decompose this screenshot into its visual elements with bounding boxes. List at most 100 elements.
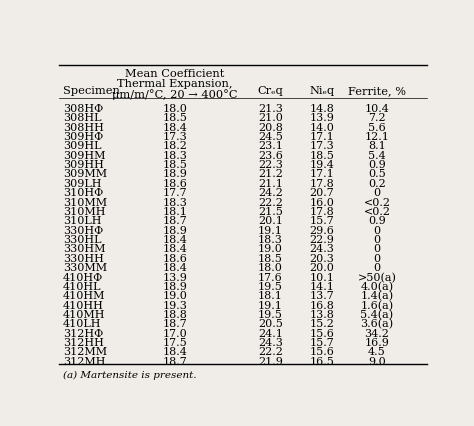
Text: 34.2: 34.2 (365, 328, 390, 338)
Text: 18.9: 18.9 (163, 169, 187, 179)
Text: 17.5: 17.5 (163, 337, 187, 347)
Text: 19.3: 19.3 (163, 300, 187, 310)
Text: 0.5: 0.5 (368, 169, 386, 179)
Text: 18.6: 18.6 (163, 178, 187, 188)
Text: 24.5: 24.5 (258, 132, 283, 141)
Text: 8.1: 8.1 (368, 141, 386, 151)
Text: 309HH: 309HH (63, 160, 104, 170)
Text: 310MH: 310MH (63, 207, 105, 216)
Text: 5.4: 5.4 (368, 150, 386, 160)
Text: Specimen: Specimen (63, 86, 120, 95)
Text: 18.3: 18.3 (258, 234, 283, 245)
Text: 410HM: 410HM (63, 291, 105, 301)
Text: 330HH: 330HH (63, 253, 104, 263)
Text: 19.5: 19.5 (258, 281, 283, 291)
Text: 23.1: 23.1 (258, 141, 283, 151)
Text: 18.4: 18.4 (163, 347, 187, 357)
Text: 15.2: 15.2 (310, 319, 334, 328)
Text: 19.1: 19.1 (258, 300, 283, 310)
Text: 16.5: 16.5 (310, 356, 334, 366)
Text: 410HΦ: 410HΦ (63, 272, 103, 282)
Text: 312MH: 312MH (63, 356, 105, 366)
Text: 309HM: 309HM (63, 150, 105, 160)
Text: 410HL: 410HL (63, 281, 101, 291)
Text: 17.8: 17.8 (310, 207, 334, 216)
Text: 24.1: 24.1 (258, 328, 283, 338)
Text: 17.0: 17.0 (163, 328, 187, 338)
Text: 18.9: 18.9 (163, 225, 187, 235)
Text: 19.0: 19.0 (163, 291, 187, 301)
Text: 5.6: 5.6 (368, 122, 386, 132)
Text: Ferrite, %: Ferrite, % (348, 86, 406, 95)
Text: 21.9: 21.9 (258, 356, 283, 366)
Text: 29.6: 29.6 (310, 225, 334, 235)
Text: 13.9: 13.9 (310, 113, 334, 123)
Text: 18.3: 18.3 (163, 197, 187, 207)
Text: 22.3: 22.3 (258, 160, 283, 170)
Text: 330HΦ: 330HΦ (63, 225, 103, 235)
Text: 330MM: 330MM (63, 262, 107, 273)
Text: 21.1: 21.1 (258, 178, 283, 188)
Text: 14.0: 14.0 (310, 122, 334, 132)
Text: Thermal Expansion,: Thermal Expansion, (117, 79, 233, 89)
Text: 18.7: 18.7 (163, 216, 187, 226)
Text: 18.4: 18.4 (163, 234, 187, 245)
Text: 24.2: 24.2 (258, 188, 283, 198)
Text: 18.5: 18.5 (258, 253, 283, 263)
Text: 18.4: 18.4 (163, 262, 187, 273)
Text: 18.5: 18.5 (310, 150, 334, 160)
Text: 18.1: 18.1 (258, 291, 283, 301)
Text: 410LH: 410LH (63, 319, 101, 328)
Text: 20.0: 20.0 (310, 262, 334, 273)
Text: 19.0: 19.0 (258, 244, 283, 254)
Text: μm/m/°C, 20 → 400°C: μm/m/°C, 20 → 400°C (112, 89, 238, 100)
Text: 18.7: 18.7 (163, 356, 187, 366)
Text: 22.2: 22.2 (258, 197, 283, 207)
Text: 20.1: 20.1 (258, 216, 283, 226)
Text: 20.8: 20.8 (258, 122, 283, 132)
Text: 19.4: 19.4 (310, 160, 334, 170)
Text: 310LH: 310LH (63, 216, 101, 226)
Text: 20.5: 20.5 (258, 319, 283, 328)
Text: 15.6: 15.6 (310, 347, 334, 357)
Text: 18.6: 18.6 (163, 253, 187, 263)
Text: 308HH: 308HH (63, 122, 104, 132)
Text: 21.2: 21.2 (258, 169, 283, 179)
Text: 0.9: 0.9 (368, 216, 386, 226)
Text: 4.5: 4.5 (368, 347, 386, 357)
Text: 18.4: 18.4 (163, 122, 187, 132)
Text: 310MM: 310MM (63, 197, 107, 207)
Text: 309LH: 309LH (63, 178, 101, 188)
Text: 3.6(a): 3.6(a) (360, 319, 393, 329)
Text: 17.6: 17.6 (258, 272, 283, 282)
Text: 410MH: 410MH (63, 309, 105, 319)
Text: 0: 0 (374, 188, 381, 198)
Text: 17.3: 17.3 (163, 132, 187, 141)
Text: 22.9: 22.9 (310, 234, 334, 245)
Text: 18.7: 18.7 (163, 319, 187, 328)
Text: 7.2: 7.2 (368, 113, 386, 123)
Text: 18.9: 18.9 (163, 281, 187, 291)
Text: 14.1: 14.1 (310, 281, 334, 291)
Text: 17.8: 17.8 (310, 178, 334, 188)
Text: 17.7: 17.7 (163, 188, 187, 198)
Text: 10.4: 10.4 (365, 104, 390, 114)
Text: 0: 0 (374, 262, 381, 273)
Text: 309HL: 309HL (63, 141, 101, 151)
Text: 0: 0 (374, 253, 381, 263)
Text: 17.1: 17.1 (310, 169, 334, 179)
Text: 19.1: 19.1 (258, 225, 283, 235)
Text: 12.1: 12.1 (365, 132, 390, 141)
Text: 18.0: 18.0 (163, 104, 187, 114)
Text: 21.0: 21.0 (258, 113, 283, 123)
Text: <0.2: <0.2 (364, 207, 391, 216)
Text: 21.5: 21.5 (258, 207, 283, 216)
Text: 18.4: 18.4 (163, 244, 187, 254)
Text: Niₑq: Niₑq (310, 86, 335, 95)
Text: 312MM: 312MM (63, 347, 107, 357)
Text: 22.2: 22.2 (258, 347, 283, 357)
Text: 16.9: 16.9 (365, 337, 390, 347)
Text: 0: 0 (374, 234, 381, 245)
Text: <0.2: <0.2 (364, 197, 391, 207)
Text: 312HΦ: 312HΦ (63, 328, 103, 338)
